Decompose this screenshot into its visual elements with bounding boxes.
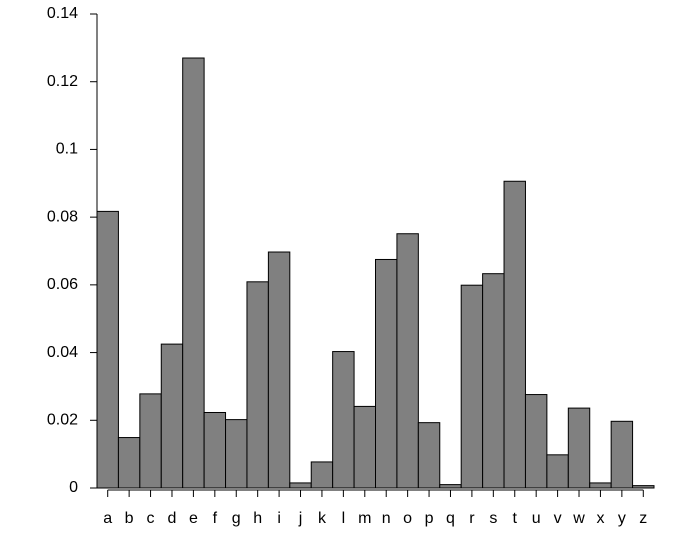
y-tick-label: 0.14	[47, 5, 78, 22]
bar	[117, 437, 141, 489]
bar	[225, 419, 248, 489]
bar	[524, 394, 548, 489]
x-tick-label: y	[618, 510, 626, 527]
y-tick-label: 0.12	[47, 73, 78, 90]
bar	[332, 351, 355, 489]
bar	[503, 180, 526, 489]
bar	[546, 454, 569, 489]
x-tick-label: m	[358, 510, 371, 527]
x-tick-label: h	[253, 510, 262, 527]
bar	[396, 233, 419, 489]
x-tick-label: x	[596, 510, 604, 527]
y-tick-label: 0.02	[47, 412, 78, 429]
x-tick-label: p	[425, 510, 434, 527]
x-tick-label: u	[532, 510, 541, 527]
bar	[289, 482, 312, 489]
bar	[96, 210, 119, 489]
x-tick-label: k	[318, 510, 327, 527]
bar	[610, 420, 634, 489]
x-tick-label: q	[446, 510, 455, 527]
x-tick-label: d	[168, 510, 177, 527]
x-tick-label: v	[554, 510, 562, 527]
bar	[375, 258, 398, 489]
bar	[246, 281, 269, 489]
bar	[632, 485, 655, 489]
bar	[267, 251, 291, 489]
y-tick-label: 0.08	[47, 208, 78, 225]
bar	[589, 482, 612, 489]
bar	[139, 393, 162, 489]
bar	[203, 411, 227, 489]
bar	[417, 422, 441, 489]
bar	[567, 407, 591, 489]
x-tick-label: n	[382, 510, 391, 527]
bar	[353, 405, 377, 489]
x-tick-label: t	[513, 510, 518, 527]
x-tick-label: g	[232, 510, 241, 527]
y-tick-label: 0.1	[56, 141, 78, 158]
bar	[460, 284, 484, 489]
x-tick-label: w	[572, 510, 585, 527]
x-tick-label: z	[639, 510, 647, 527]
bar	[182, 57, 205, 489]
x-tick-label: j	[298, 510, 303, 527]
bar	[439, 484, 462, 489]
x-tick-label: o	[403, 510, 412, 527]
x-tick-label: c	[147, 510, 155, 527]
x-tick-label: i	[277, 510, 281, 527]
y-tick-label: 0.04	[47, 344, 78, 361]
bar	[310, 461, 334, 489]
x-tick-label: r	[469, 510, 475, 527]
x-tick-label: a	[103, 510, 112, 527]
bar	[160, 343, 184, 489]
x-tick-label: e	[189, 510, 198, 527]
x-tick-label: b	[125, 510, 134, 527]
y-tick-label: 0	[69, 479, 78, 496]
x-tick-label: s	[489, 510, 497, 527]
x-tick-label: l	[342, 510, 346, 527]
bar	[482, 273, 505, 489]
y-tick-label: 0.06	[47, 276, 78, 293]
x-tick-label: f	[213, 510, 218, 527]
